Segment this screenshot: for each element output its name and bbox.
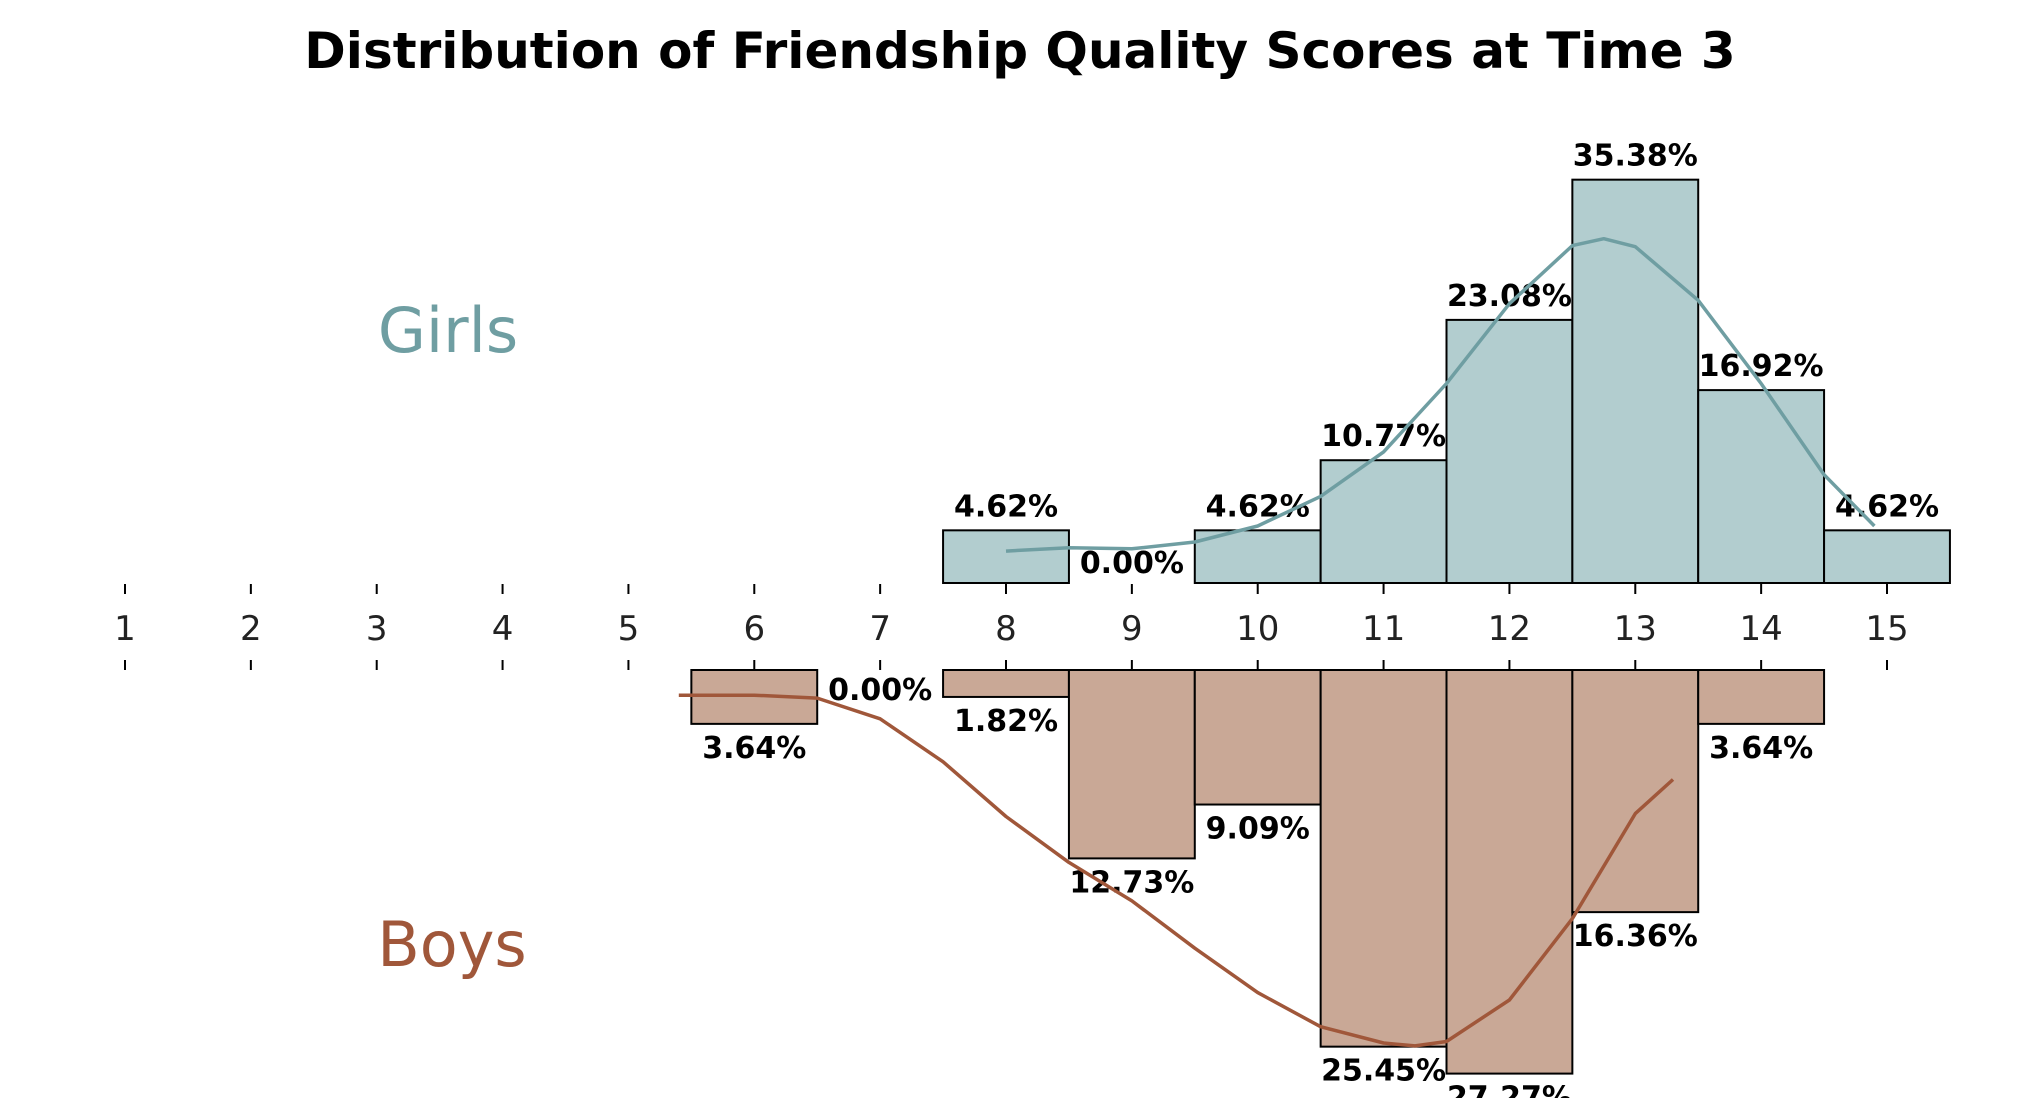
boys-bar-label-15: 3.64% (1709, 731, 1813, 766)
boys-bar-label-8: 0.00% (828, 673, 932, 708)
x-tick-label-1: 1 (114, 609, 136, 649)
x-tick-label-14: 14 (1740, 609, 1783, 649)
x-tick-label-9: 9 (1121, 609, 1143, 649)
boys-bar-14 (1571, 669, 1700, 914)
boys-bar-9 (942, 669, 1070, 698)
chart-title: Distribution of Friendship Quality Score… (304, 22, 1736, 80)
girls-histogram: 4.62% 0.00% 4.62% 10.77% 23.08% 35.38% 16.92% 4… (942, 139, 1951, 584)
girls-bar-10 (1193, 529, 1322, 584)
boys-bar-label-9: 1.82% (954, 704, 1058, 739)
x-tick-label-12: 12 (1488, 609, 1531, 649)
x-tick-label-15: 15 (1865, 609, 1908, 649)
boys-bar-15 (1697, 669, 1826, 725)
boys-bar-11 (1193, 669, 1322, 806)
x-tick-label-10: 10 (1236, 609, 1279, 649)
boys-bar-label-10: 12.73% (1069, 865, 1194, 900)
x-tick-label-13: 13 (1614, 609, 1657, 649)
boys-bar-12 (1319, 669, 1448, 1048)
girls-bar-label-12: 23.08% (1447, 279, 1572, 314)
boys-bar-13 (1445, 669, 1574, 1075)
girls-bar-label-14: 16.92% (1699, 349, 1824, 384)
girls-density-curve (1005, 236, 1876, 553)
x-tick-label-6: 6 (743, 609, 765, 649)
x-tick-label-7: 7 (869, 609, 891, 649)
boys-bar-10 (1067, 669, 1196, 860)
x-tick-label-2: 2 (240, 609, 262, 649)
boys-density-curve (678, 693, 1675, 1048)
x-tick-label-11: 11 (1362, 609, 1405, 649)
boys-bar-label-11: 9.09% (1206, 812, 1310, 847)
girls-bar-label-10: 4.62% (1206, 489, 1310, 524)
x-axis: 1 2 3 4 5 6 7 8 9 10 11 12 13 14 15 (114, 584, 1909, 670)
girls-bar-8 (942, 529, 1070, 584)
girls-bar-label-8: 4.62% (954, 489, 1058, 524)
girls-bar-label-9: 0.00% (1080, 546, 1184, 581)
boys-bar-label-13: 27.27% (1447, 1081, 1572, 1098)
boys-histogram: 3.64% 0.00% 1.82% 12.73% 9.09% 25.45%27.27% 16… (678, 669, 1826, 1098)
x-tick-label-3: 3 (366, 609, 388, 649)
boys-group-label: Boys (377, 908, 526, 981)
boys-bar-label-12: 25.45% (1321, 1054, 1446, 1089)
girls-group-label: Girls (378, 294, 518, 367)
x-tick-label-8: 8 (995, 609, 1017, 649)
girls-bar-15 (1823, 529, 1951, 584)
boys-bar-label-14: 16.36% (1573, 919, 1698, 954)
x-tick-label-5: 5 (618, 609, 640, 649)
girls-bar-label-13: 35.38% (1573, 139, 1698, 174)
girls-bar-label-15: 4.62% (1835, 489, 1939, 524)
group-labels: Girls Boys (377, 294, 526, 981)
girls-bar-11 (1319, 459, 1448, 584)
x-tick-label-4: 4 (492, 609, 514, 649)
girls-bar-label-11: 10.77% (1321, 419, 1446, 454)
boys-bar-label-7: 3.64% (702, 731, 806, 766)
girls-bar-12 (1445, 318, 1574, 584)
girls-bar-14 (1697, 389, 1826, 584)
